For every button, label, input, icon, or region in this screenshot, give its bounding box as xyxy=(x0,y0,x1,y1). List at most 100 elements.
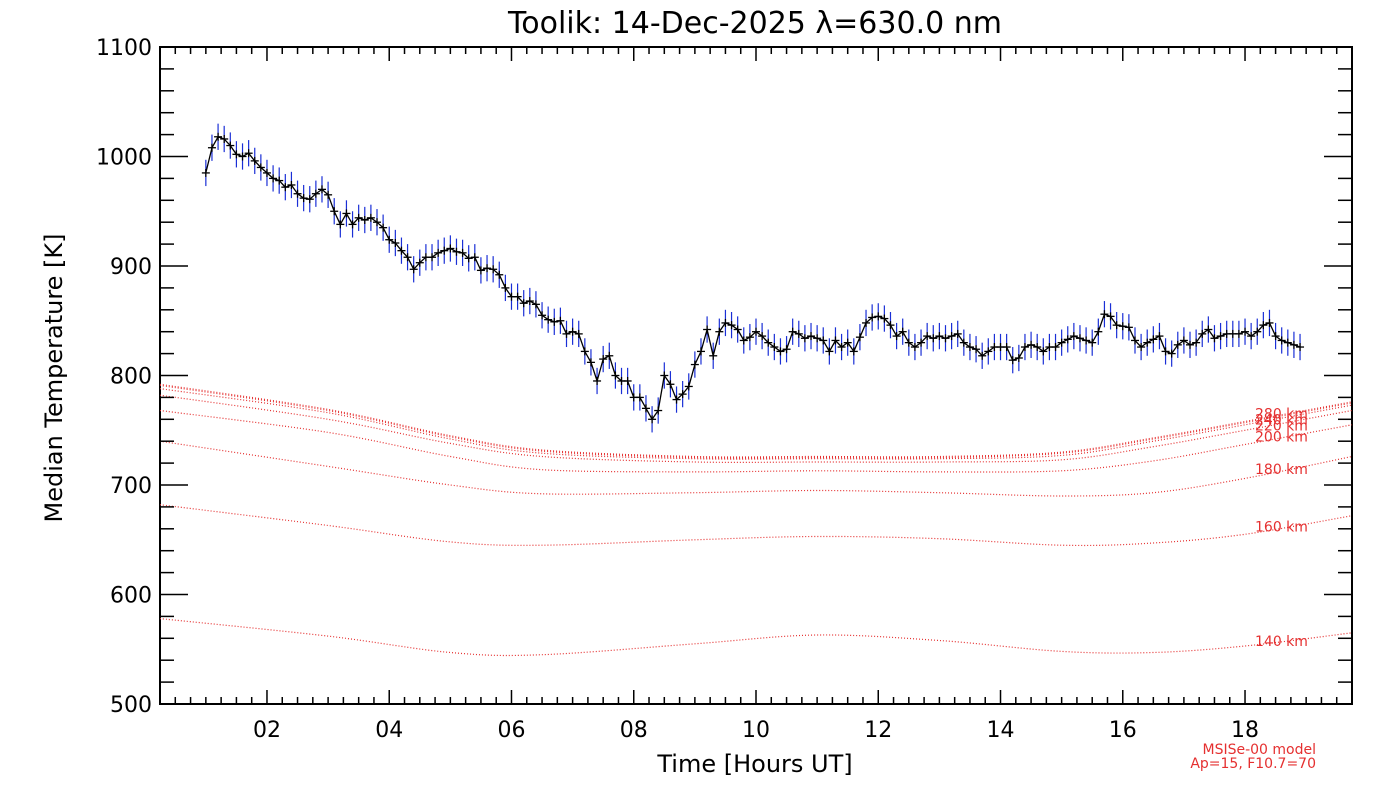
model-curve-160-km xyxy=(159,504,1353,547)
data-point xyxy=(1283,338,1292,347)
data-point xyxy=(641,404,650,413)
data-point xyxy=(1112,321,1121,330)
data-point xyxy=(1033,343,1042,352)
data-point xyxy=(904,338,913,347)
data-point xyxy=(1234,329,1243,338)
x-tick-label: 04 xyxy=(375,718,403,743)
data-point xyxy=(256,163,265,172)
model-label-220-km: 220 km xyxy=(1255,418,1308,434)
data-point xyxy=(1277,336,1286,345)
data-point xyxy=(733,325,742,334)
data-point xyxy=(807,332,816,341)
data-point xyxy=(678,390,687,399)
data-point xyxy=(1161,347,1170,356)
data-point xyxy=(330,207,339,216)
data-point xyxy=(599,355,608,364)
data-point xyxy=(207,143,216,152)
data-point xyxy=(654,406,663,415)
data-point xyxy=(244,149,253,158)
data-point xyxy=(1106,312,1115,321)
data-point xyxy=(1179,336,1188,345)
data-point xyxy=(1210,334,1219,343)
data-point xyxy=(586,358,595,367)
data-point xyxy=(1002,343,1011,352)
data-point xyxy=(226,141,235,150)
data-point xyxy=(965,343,974,352)
data-point xyxy=(696,347,705,356)
data-point xyxy=(538,311,547,320)
plot-frame xyxy=(159,46,1353,705)
data-point xyxy=(690,360,699,369)
data-point xyxy=(446,244,455,253)
data-point xyxy=(373,218,382,227)
model-curve-180-km xyxy=(159,440,1353,497)
data-point xyxy=(544,315,553,324)
data-point xyxy=(660,371,669,380)
data-point xyxy=(379,223,388,232)
data-point xyxy=(770,343,779,352)
model-curve-200-km xyxy=(159,409,1353,473)
data-point xyxy=(880,314,889,323)
data-point xyxy=(923,332,932,341)
data-point xyxy=(293,189,302,198)
data-point xyxy=(519,299,528,308)
y-tick-label: 700 xyxy=(110,474,152,499)
data-point xyxy=(1149,335,1158,344)
data-point xyxy=(1069,332,1078,341)
y-tick-label: 500 xyxy=(110,693,152,718)
data-point xyxy=(434,248,443,257)
data-point xyxy=(458,248,467,257)
data-point xyxy=(342,209,351,218)
data-point xyxy=(868,313,877,322)
data-point xyxy=(305,195,314,204)
data-point xyxy=(947,332,956,341)
data-point xyxy=(1155,332,1164,341)
data-point xyxy=(605,351,614,360)
data-point xyxy=(568,327,577,336)
data-point xyxy=(813,334,822,343)
data-point xyxy=(489,265,498,274)
data-point xyxy=(953,329,962,338)
data-point xyxy=(1057,338,1066,347)
data-point xyxy=(898,327,907,336)
data-point xyxy=(1259,321,1268,330)
data-point xyxy=(764,338,773,347)
data-point xyxy=(556,316,565,325)
data-point xyxy=(666,380,675,389)
data-point xyxy=(1100,310,1109,319)
data-point xyxy=(1082,336,1091,345)
data-point xyxy=(635,393,644,402)
axes: 02 04 06 08 10 12 14 16 18 500 600 700 800 900 1000 110… xyxy=(96,36,1352,743)
data-point xyxy=(1167,349,1176,358)
data-point xyxy=(1124,323,1133,332)
data-point xyxy=(874,312,883,321)
data-point xyxy=(672,395,681,404)
data-point xyxy=(892,332,901,341)
y-tick-label: 900 xyxy=(110,255,152,280)
data-point xyxy=(959,338,968,347)
x-tick-label: 08 xyxy=(620,718,648,743)
data-point xyxy=(287,180,296,189)
data-point xyxy=(782,345,791,354)
data-point xyxy=(262,168,271,177)
data-point xyxy=(831,336,840,345)
data-point xyxy=(550,317,559,326)
data-point xyxy=(849,347,858,356)
data-point xyxy=(855,333,864,342)
data-point xyxy=(366,213,375,222)
x-axis-label: Time [Hours UT] xyxy=(656,750,852,778)
data-point xyxy=(495,270,504,279)
data-point xyxy=(727,321,736,330)
data-point xyxy=(415,258,424,267)
data-point xyxy=(972,345,981,354)
data-point xyxy=(269,174,278,183)
data-point xyxy=(1296,343,1305,352)
model-curve-240-km xyxy=(159,388,1353,460)
data-point xyxy=(238,152,247,161)
data-point xyxy=(409,265,418,274)
data-point xyxy=(354,213,363,222)
data-point xyxy=(385,235,394,244)
data-point xyxy=(220,134,229,143)
data-point xyxy=(1143,338,1152,347)
model-label-280-km: 280 km xyxy=(1255,406,1308,422)
